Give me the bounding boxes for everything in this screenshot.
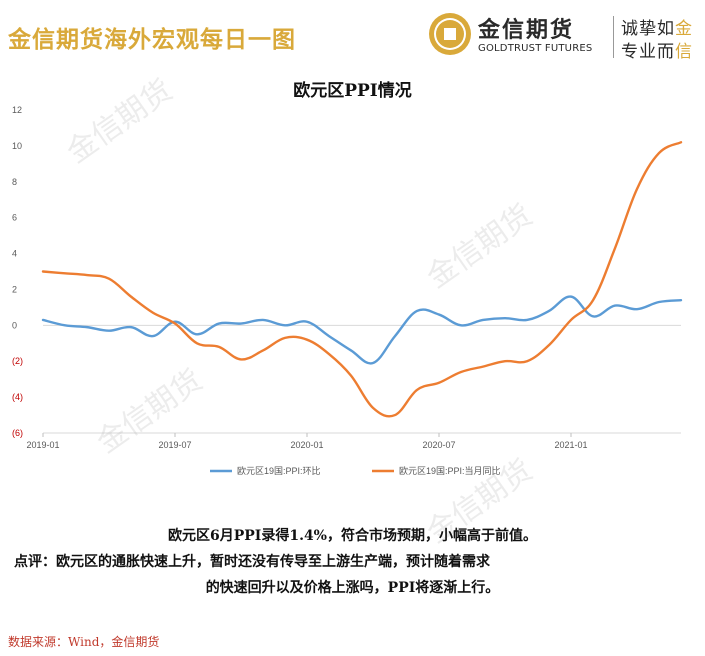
y-tick-label: 10 [12,141,22,151]
slogan-line1: 诚挚如金 [621,19,693,39]
caption-line3: 的快速回升以及价格上涨吗，PPI将逐渐上行。 [205,580,500,596]
series-lines [41,141,683,418]
logo-divider [613,16,614,58]
y-tick-label: 8 [12,177,17,187]
legend: 欧元区19国:PPI:环比 欧元区19国:PPI:当月同比 [210,465,501,476]
header-title: 金信期货海外宏观每日一图 [8,26,296,53]
x-axis-ticks: 2019-01 2019-07 2020-01 2020-07 2021-01 [26,433,588,450]
y-tick-label: 4 [12,249,17,259]
series-line-yoy [41,141,683,418]
coin-logo-icon [429,13,471,55]
y-tick-label: 6 [12,213,17,223]
x-tick-label: 2019-07 [158,440,191,450]
y-tick-label: 0 [12,320,17,330]
x-tick-label: 2020-01 [290,440,323,450]
brand-name: 金信期货 [478,18,575,43]
y-axis-ticks: 12 10 8 6 4 2 0 (2) (4) (6) [12,105,23,438]
slogan-line2: 专业而信 [621,42,693,62]
y-tick-label: (4) [12,392,23,402]
legend-label: 欧元区19国:PPI:当月同比 [399,465,501,476]
y-tick-label: 12 [12,105,22,115]
y-tick-label: (2) [12,356,23,366]
ppi-line-chart: 12 10 8 6 4 2 0 (2) (4) (6) 2019-01 2019-07 2020-01… [12,105,683,476]
series-line-mom [41,295,683,365]
caption-line1: 欧元区6月PPI录得1.4%，符合市场预期，小幅高于前值。 [167,528,537,544]
y-tick-label: 2 [12,284,17,294]
y-tick-label: (6) [12,428,23,438]
x-tick-label: 2019-01 [26,440,59,450]
header: 金信期货海外宏观每日一图 金信期货 GOLDTRUST FUTURES 诚挚如金… [0,0,705,72]
data-source: 数据来源：Wind，金信期货 [8,635,160,649]
grid-lines [43,324,681,434]
brand-en: GOLDTRUST FUTURES [478,43,593,54]
chart-title: 欧元区PPI情况 [293,81,412,101]
caption-line2: 点评：欧元区的通胀快速上升，暂时还没有传导至上游生产端，预计随着需求 [14,554,490,570]
x-tick-label: 2020-07 [422,440,455,450]
x-tick-label: 2021-01 [554,440,587,450]
legend-label: 欧元区19国:PPI:环比 [237,465,321,476]
